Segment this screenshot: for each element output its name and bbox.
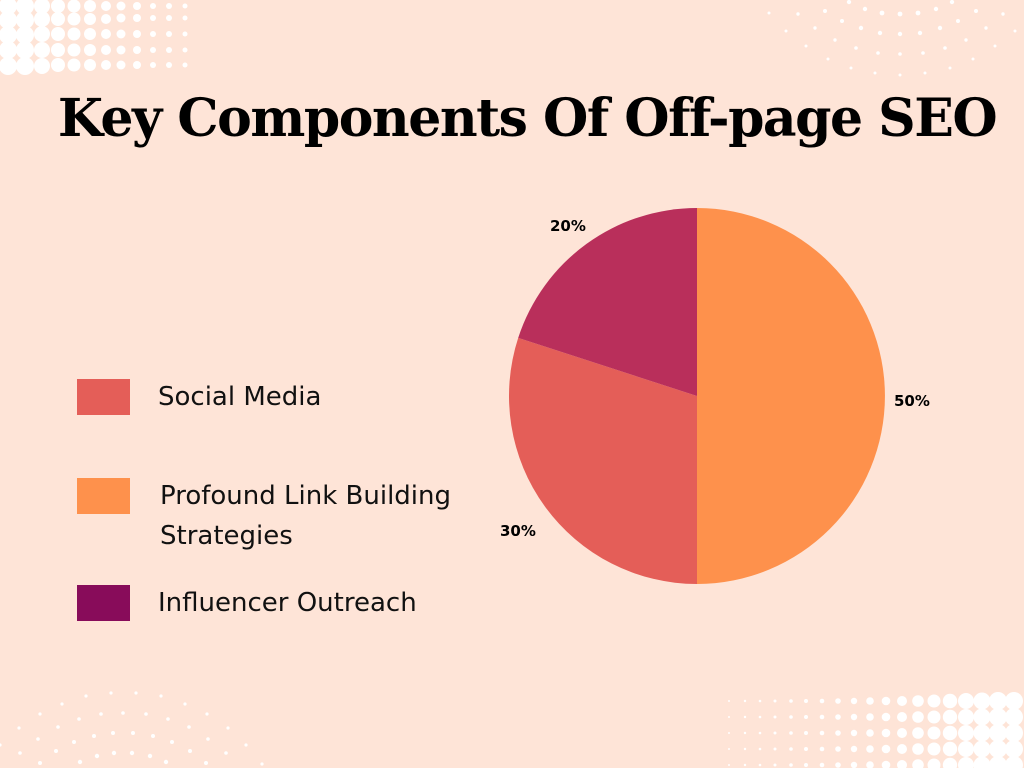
scattered-dots-top-right	[767, 0, 1017, 77]
halftone-dots-bottom-right	[728, 692, 1023, 768]
pie-slice-link-building	[697, 208, 885, 584]
halftone-dots-top-left	[0, 0, 188, 75]
pie-slice-social-media	[508, 337, 697, 584]
legend-swatch-link-building	[77, 478, 130, 514]
legend-label: Profound Link Building Strategies	[160, 481, 452, 551]
data-label-30: 30%	[500, 522, 536, 540]
legend-swatch-social-media	[77, 379, 130, 415]
scattered-dots-bottom-left	[0, 691, 264, 766]
chart-title: Key Components Of Off-page SEO	[57, 88, 998, 149]
legend-label: Influencer Outreach	[158, 588, 417, 618]
legend-swatch-influencer-outreach	[77, 585, 130, 621]
data-label-20: 20%	[550, 217, 586, 235]
data-label-50: 50%	[894, 392, 930, 410]
pie-slice-influencer-outreach	[518, 208, 697, 396]
legend-label: Social Media	[158, 382, 322, 412]
